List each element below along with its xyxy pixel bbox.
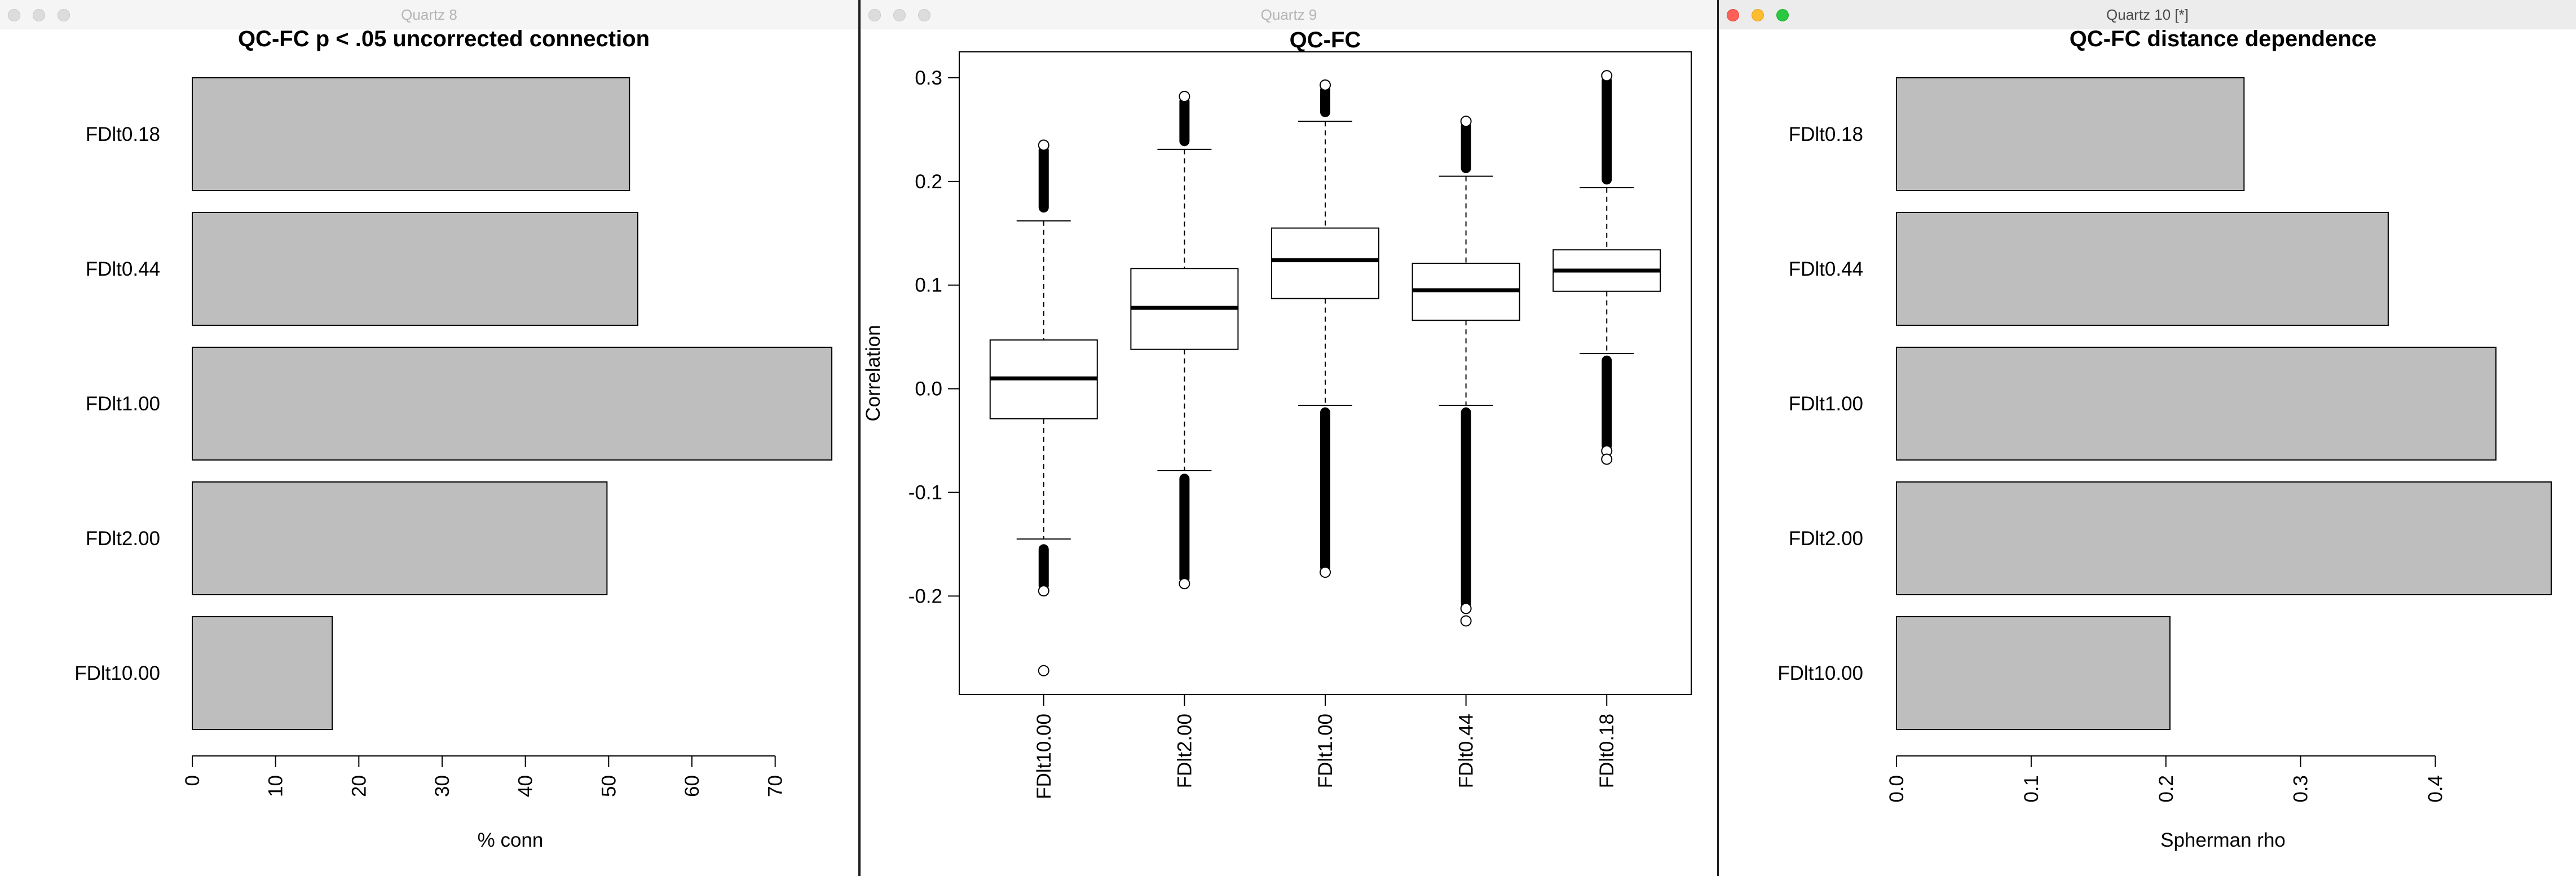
outlier-cluster [1461, 407, 1471, 609]
chart-title: QC-FC p < .05 uncorrected connection [238, 29, 650, 51]
outlier-cluster [1179, 474, 1190, 584]
quartz-10-window: Quartz 10 [*] QC-FC distance dependence F… [1719, 0, 2576, 876]
distance-dependence-bar-chart: QC-FC distance dependence FDlt0.18 FDlt0.4… [1777, 29, 2552, 851]
outlier-point [1038, 665, 1049, 676]
bar [192, 347, 833, 461]
y-tick-label: -0.1 [908, 481, 942, 503]
outlier-cluster [1179, 96, 1190, 147]
qc-fc-boxplot: QC-FC -0.2 -0.1 0.0 0.1 0.2 0.3 Correlation FDlt… [862, 29, 1692, 799]
bar [1896, 616, 2171, 730]
pct-conn-bar-chart: QC-FC p < .05 uncorrected connection FDlt… [74, 29, 833, 851]
bar [1896, 212, 2389, 326]
outlier-point [1601, 453, 1613, 465]
y-tick-label: 0.2 [915, 171, 942, 193]
category-label: FDlt2.00 [86, 528, 160, 550]
window-title: Quartz 10 [*] [2106, 6, 2189, 23]
x-tick-label: 40 [515, 775, 537, 797]
window-titlebar[interactable]: Quartz 9 [861, 0, 1717, 29]
x-tick-label: 0.2 [2155, 775, 2177, 803]
close-button[interactable] [1727, 9, 1739, 21]
category-label: FDlt10.00 [74, 662, 160, 684]
outlier-cluster [1038, 544, 1049, 591]
category-label: FDlt10.00 [1777, 662, 1863, 684]
category-label: FDlt1.00 [1789, 393, 1863, 415]
x-tick-label: 0.0 [1886, 775, 1908, 803]
x-tick-label: FDlt0.44 [1455, 714, 1477, 788]
window-title: Quartz 9 [1260, 6, 1317, 23]
close-button[interactable] [868, 9, 881, 21]
outlier-point [1460, 615, 1472, 627]
outlier-point [1179, 91, 1190, 103]
zoom-button[interactable] [918, 9, 930, 21]
outlier-point [1038, 585, 1049, 597]
chart-title: QC-FC distance dependence [2070, 29, 2377, 51]
window-titlebar[interactable]: Quartz 8 [0, 0, 858, 29]
y-tick-label: 0.1 [915, 275, 942, 297]
category-label: FDlt0.18 [86, 123, 160, 145]
x-tick-label: 0 [182, 775, 204, 786]
x-tick-label: FDlt10.00 [1033, 714, 1055, 799]
chart-title: QC-FC [1290, 29, 1361, 52]
category-label: FDlt0.18 [1789, 123, 1863, 145]
category-label: FDlt0.44 [86, 258, 160, 280]
bar [192, 212, 638, 326]
category-label: FDlt0.44 [1789, 258, 1863, 280]
y-tick-label: -0.2 [908, 585, 942, 607]
x-tick-label: 60 [681, 775, 703, 797]
y-tick-label: 0.3 [915, 67, 942, 89]
x-tick-label: 50 [598, 775, 620, 797]
category-label: FDlt2.00 [1789, 528, 1863, 550]
quartz-8-window: Quartz 8 QC-FC p < .05 uncorrected conne… [0, 0, 858, 876]
x-tick-label: 10 [265, 775, 287, 797]
outlier-cluster [1602, 355, 1612, 451]
x-axis-label: % conn [478, 829, 544, 851]
outlier-point [1320, 567, 1331, 578]
outlier-cluster [1320, 85, 1330, 117]
outlier-cluster [1320, 407, 1330, 573]
bar [1896, 347, 2497, 461]
x-tick-label: 0.4 [2425, 775, 2447, 803]
y-tick-label: 0.0 [915, 378, 942, 400]
close-button[interactable] [8, 9, 20, 21]
minimize-button[interactable] [33, 9, 45, 21]
outlier-point [1460, 116, 1472, 127]
zoom-button[interactable] [58, 9, 70, 21]
box [1271, 227, 1379, 299]
outlier-cluster [1038, 145, 1049, 213]
minimize-button[interactable] [893, 9, 906, 21]
bar [192, 77, 630, 191]
bar [192, 616, 333, 730]
window-titlebar[interactable]: Quartz 10 [*] [1719, 0, 2576, 29]
bar [192, 481, 608, 595]
x-tick-label: 0.1 [2021, 775, 2043, 803]
bar [1896, 481, 2552, 595]
x-tick-label: 30 [431, 775, 453, 797]
category-label: FDlt1.00 [86, 393, 160, 415]
minimize-button[interactable] [1752, 9, 1764, 21]
x-tick-label: 0.3 [2290, 775, 2312, 803]
outlier-cluster [1461, 121, 1471, 174]
x-tick-label: FDlt0.18 [1596, 714, 1618, 788]
x-tick-label: FDlt1.00 [1315, 714, 1336, 788]
outlier-point [1601, 70, 1613, 82]
zoom-button[interactable] [1776, 9, 1789, 21]
x-tick-label: 20 [348, 775, 370, 797]
x-axis-label: Spherman rho [2160, 829, 2286, 851]
outlier-point [1038, 139, 1049, 151]
outlier-cluster [1602, 76, 1612, 185]
bar [1896, 77, 2245, 191]
outlier-point [1460, 603, 1472, 614]
y-axis-label: Correlation [862, 325, 884, 421]
outlier-point [1179, 578, 1190, 590]
x-tick-label: 70 [765, 775, 787, 797]
window-title: Quartz 8 [401, 6, 457, 23]
quartz-9-window: Quartz 9 QC-FC -0.2 -0.1 0.0 0.1 0.2 0.3 Correl… [861, 0, 1717, 876]
outlier-point [1320, 79, 1331, 91]
x-tick-label: FDlt2.00 [1174, 714, 1196, 788]
